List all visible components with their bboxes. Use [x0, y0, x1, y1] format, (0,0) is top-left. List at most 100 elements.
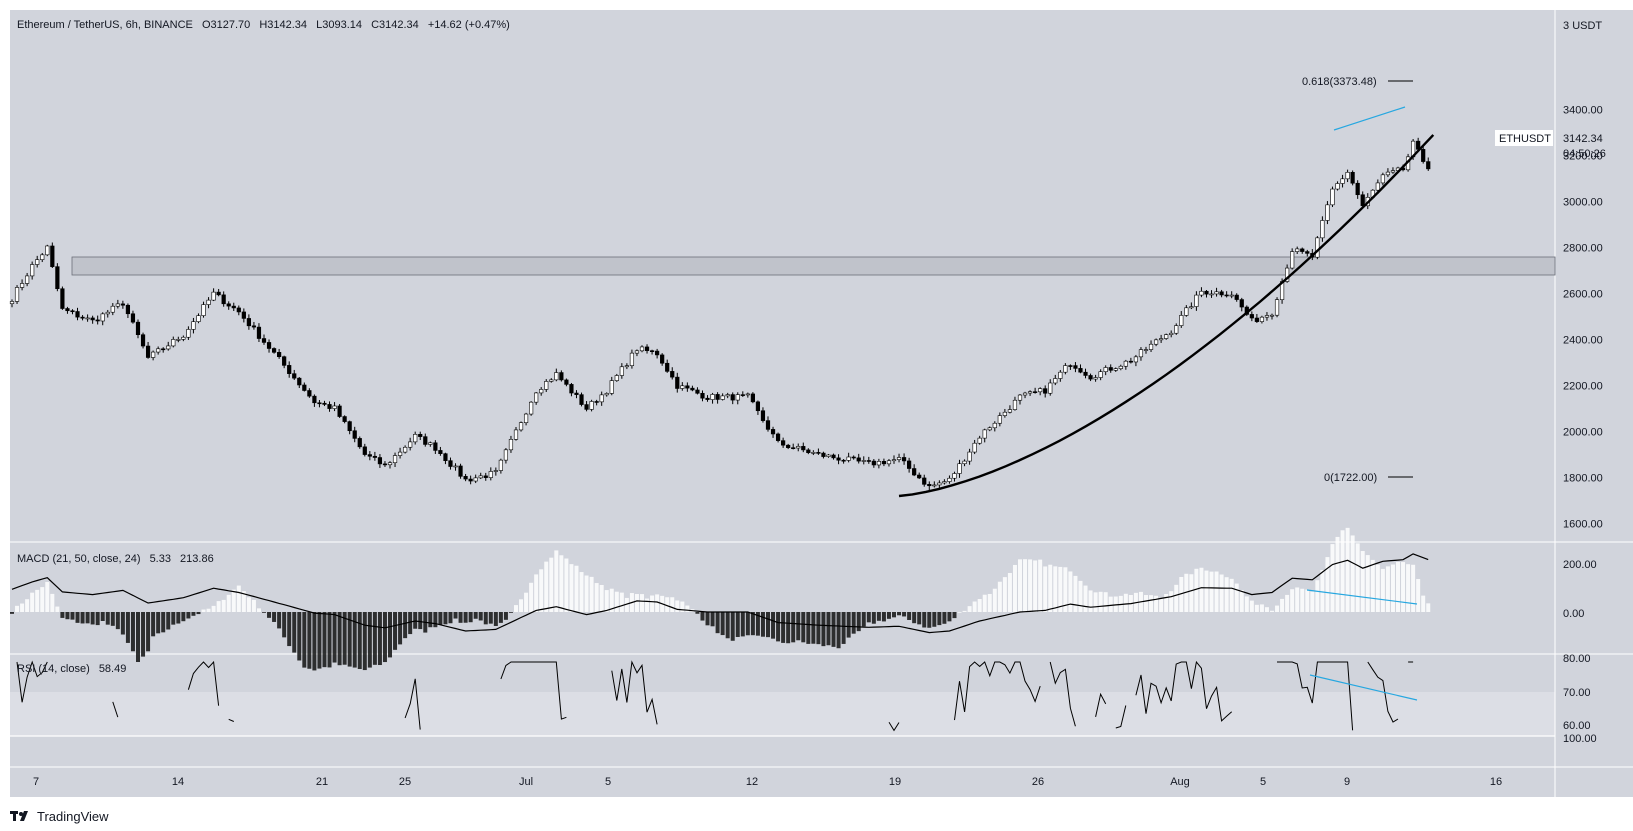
- candle[interactable]: [786, 444, 791, 448]
- candle[interactable]: [423, 436, 428, 445]
- candle[interactable]: [332, 405, 337, 409]
- candle[interactable]: [614, 375, 619, 381]
- candle[interactable]: [277, 352, 282, 358]
- candle[interactable]: [156, 348, 161, 353]
- candle[interactable]: [690, 387, 695, 391]
- candle[interactable]: [1320, 220, 1325, 239]
- candle[interactable]: [508, 439, 514, 451]
- candle[interactable]: [1098, 371, 1103, 378]
- candle[interactable]: [755, 401, 761, 412]
- candle[interactable]: [221, 294, 226, 305]
- candle[interactable]: [478, 475, 483, 479]
- candle[interactable]: [418, 434, 423, 437]
- candle[interactable]: [468, 478, 473, 482]
- candle[interactable]: [145, 345, 151, 358]
- candle[interactable]: [957, 463, 962, 474]
- candle[interactable]: [35, 259, 40, 265]
- candle[interactable]: [609, 380, 614, 394]
- candle[interactable]: [120, 303, 125, 306]
- candle[interactable]: [246, 318, 251, 327]
- candle[interactable]: [846, 456, 851, 461]
- legend-header[interactable]: Ethereum / TetherUS, 6h, BINANCE O3127.7…: [17, 19, 510, 31]
- candle[interactable]: [1335, 183, 1340, 190]
- candle[interactable]: [125, 304, 131, 315]
- candle[interactable]: [665, 362, 670, 372]
- candle[interactable]: [266, 342, 272, 349]
- candle[interactable]: [1204, 290, 1209, 295]
- candle[interactable]: [1189, 306, 1194, 309]
- candle[interactable]: [564, 379, 569, 385]
- candle[interactable]: [297, 377, 302, 386]
- candle[interactable]: [1380, 174, 1385, 184]
- candle[interactable]: [750, 393, 755, 403]
- candle[interactable]: [1118, 365, 1123, 369]
- candle[interactable]: [1083, 371, 1088, 376]
- candle[interactable]: [90, 317, 95, 321]
- candle[interactable]: [1164, 334, 1169, 339]
- candle[interactable]: [25, 275, 30, 284]
- candle[interactable]: [1108, 367, 1113, 371]
- candle[interactable]: [1285, 267, 1290, 282]
- candle[interactable]: [801, 446, 806, 451]
- candle[interactable]: [236, 307, 241, 313]
- candle[interactable]: [624, 365, 629, 368]
- candle[interactable]: [100, 313, 105, 322]
- candle[interactable]: [1209, 293, 1214, 296]
- candle[interactable]: [841, 459, 846, 462]
- candle[interactable]: [403, 446, 408, 453]
- candle[interactable]: [700, 392, 705, 399]
- candle[interactable]: [140, 334, 146, 347]
- candle[interactable]: [312, 395, 317, 404]
- candle[interactable]: [644, 346, 650, 351]
- candle[interactable]: [1007, 409, 1013, 413]
- candle[interactable]: [1360, 194, 1365, 207]
- candle[interactable]: [962, 460, 967, 465]
- candle[interactable]: [1214, 291, 1219, 295]
- candle[interactable]: [811, 452, 816, 454]
- candle[interactable]: [695, 389, 700, 394]
- resistance-zone[interactable]: [71, 256, 1556, 276]
- candle[interactable]: [463, 476, 468, 480]
- candle[interactable]: [987, 427, 992, 431]
- candle[interactable]: [992, 422, 997, 429]
- candle[interactable]: [1264, 315, 1270, 318]
- candle[interactable]: [1375, 182, 1380, 191]
- candle[interactable]: [105, 311, 110, 315]
- candle[interactable]: [1017, 394, 1023, 401]
- candle[interactable]: [1027, 391, 1033, 394]
- candle[interactable]: [967, 451, 972, 462]
- candle[interactable]: [493, 470, 498, 472]
- candle[interactable]: [1254, 317, 1259, 322]
- candle[interactable]: [629, 352, 635, 366]
- candle[interactable]: [1305, 251, 1310, 254]
- candle[interactable]: [821, 452, 826, 457]
- candle[interactable]: [1022, 392, 1028, 396]
- candle[interactable]: [922, 477, 927, 485]
- candle[interactable]: [554, 372, 559, 381]
- candle[interactable]: [1274, 299, 1280, 316]
- candle[interactable]: [589, 401, 594, 410]
- candle[interactable]: [942, 481, 947, 484]
- candle[interactable]: [710, 394, 715, 400]
- candle[interactable]: [337, 405, 342, 417]
- candle[interactable]: [559, 372, 564, 381]
- candle[interactable]: [1048, 382, 1053, 394]
- candle[interactable]: [352, 430, 357, 439]
- footer-brand[interactable]: TradingView: [10, 806, 109, 826]
- candle[interactable]: [181, 336, 186, 340]
- candle[interactable]: [1159, 338, 1164, 341]
- candle[interactable]: [579, 394, 584, 405]
- candle[interactable]: [1012, 399, 1018, 410]
- candle[interactable]: [60, 288, 65, 309]
- candle[interactable]: [826, 454, 831, 457]
- candle[interactable]: [1229, 294, 1234, 297]
- candle[interactable]: [433, 442, 438, 451]
- candle[interactable]: [130, 313, 136, 323]
- price-pane[interactable]: [10, 10, 1555, 542]
- candle[interactable]: [675, 376, 680, 389]
- candle[interactable]: [1269, 314, 1275, 317]
- candle[interactable]: [816, 452, 821, 454]
- candle[interactable]: [513, 429, 519, 440]
- candle[interactable]: [725, 394, 730, 397]
- candle[interactable]: [201, 304, 206, 316]
